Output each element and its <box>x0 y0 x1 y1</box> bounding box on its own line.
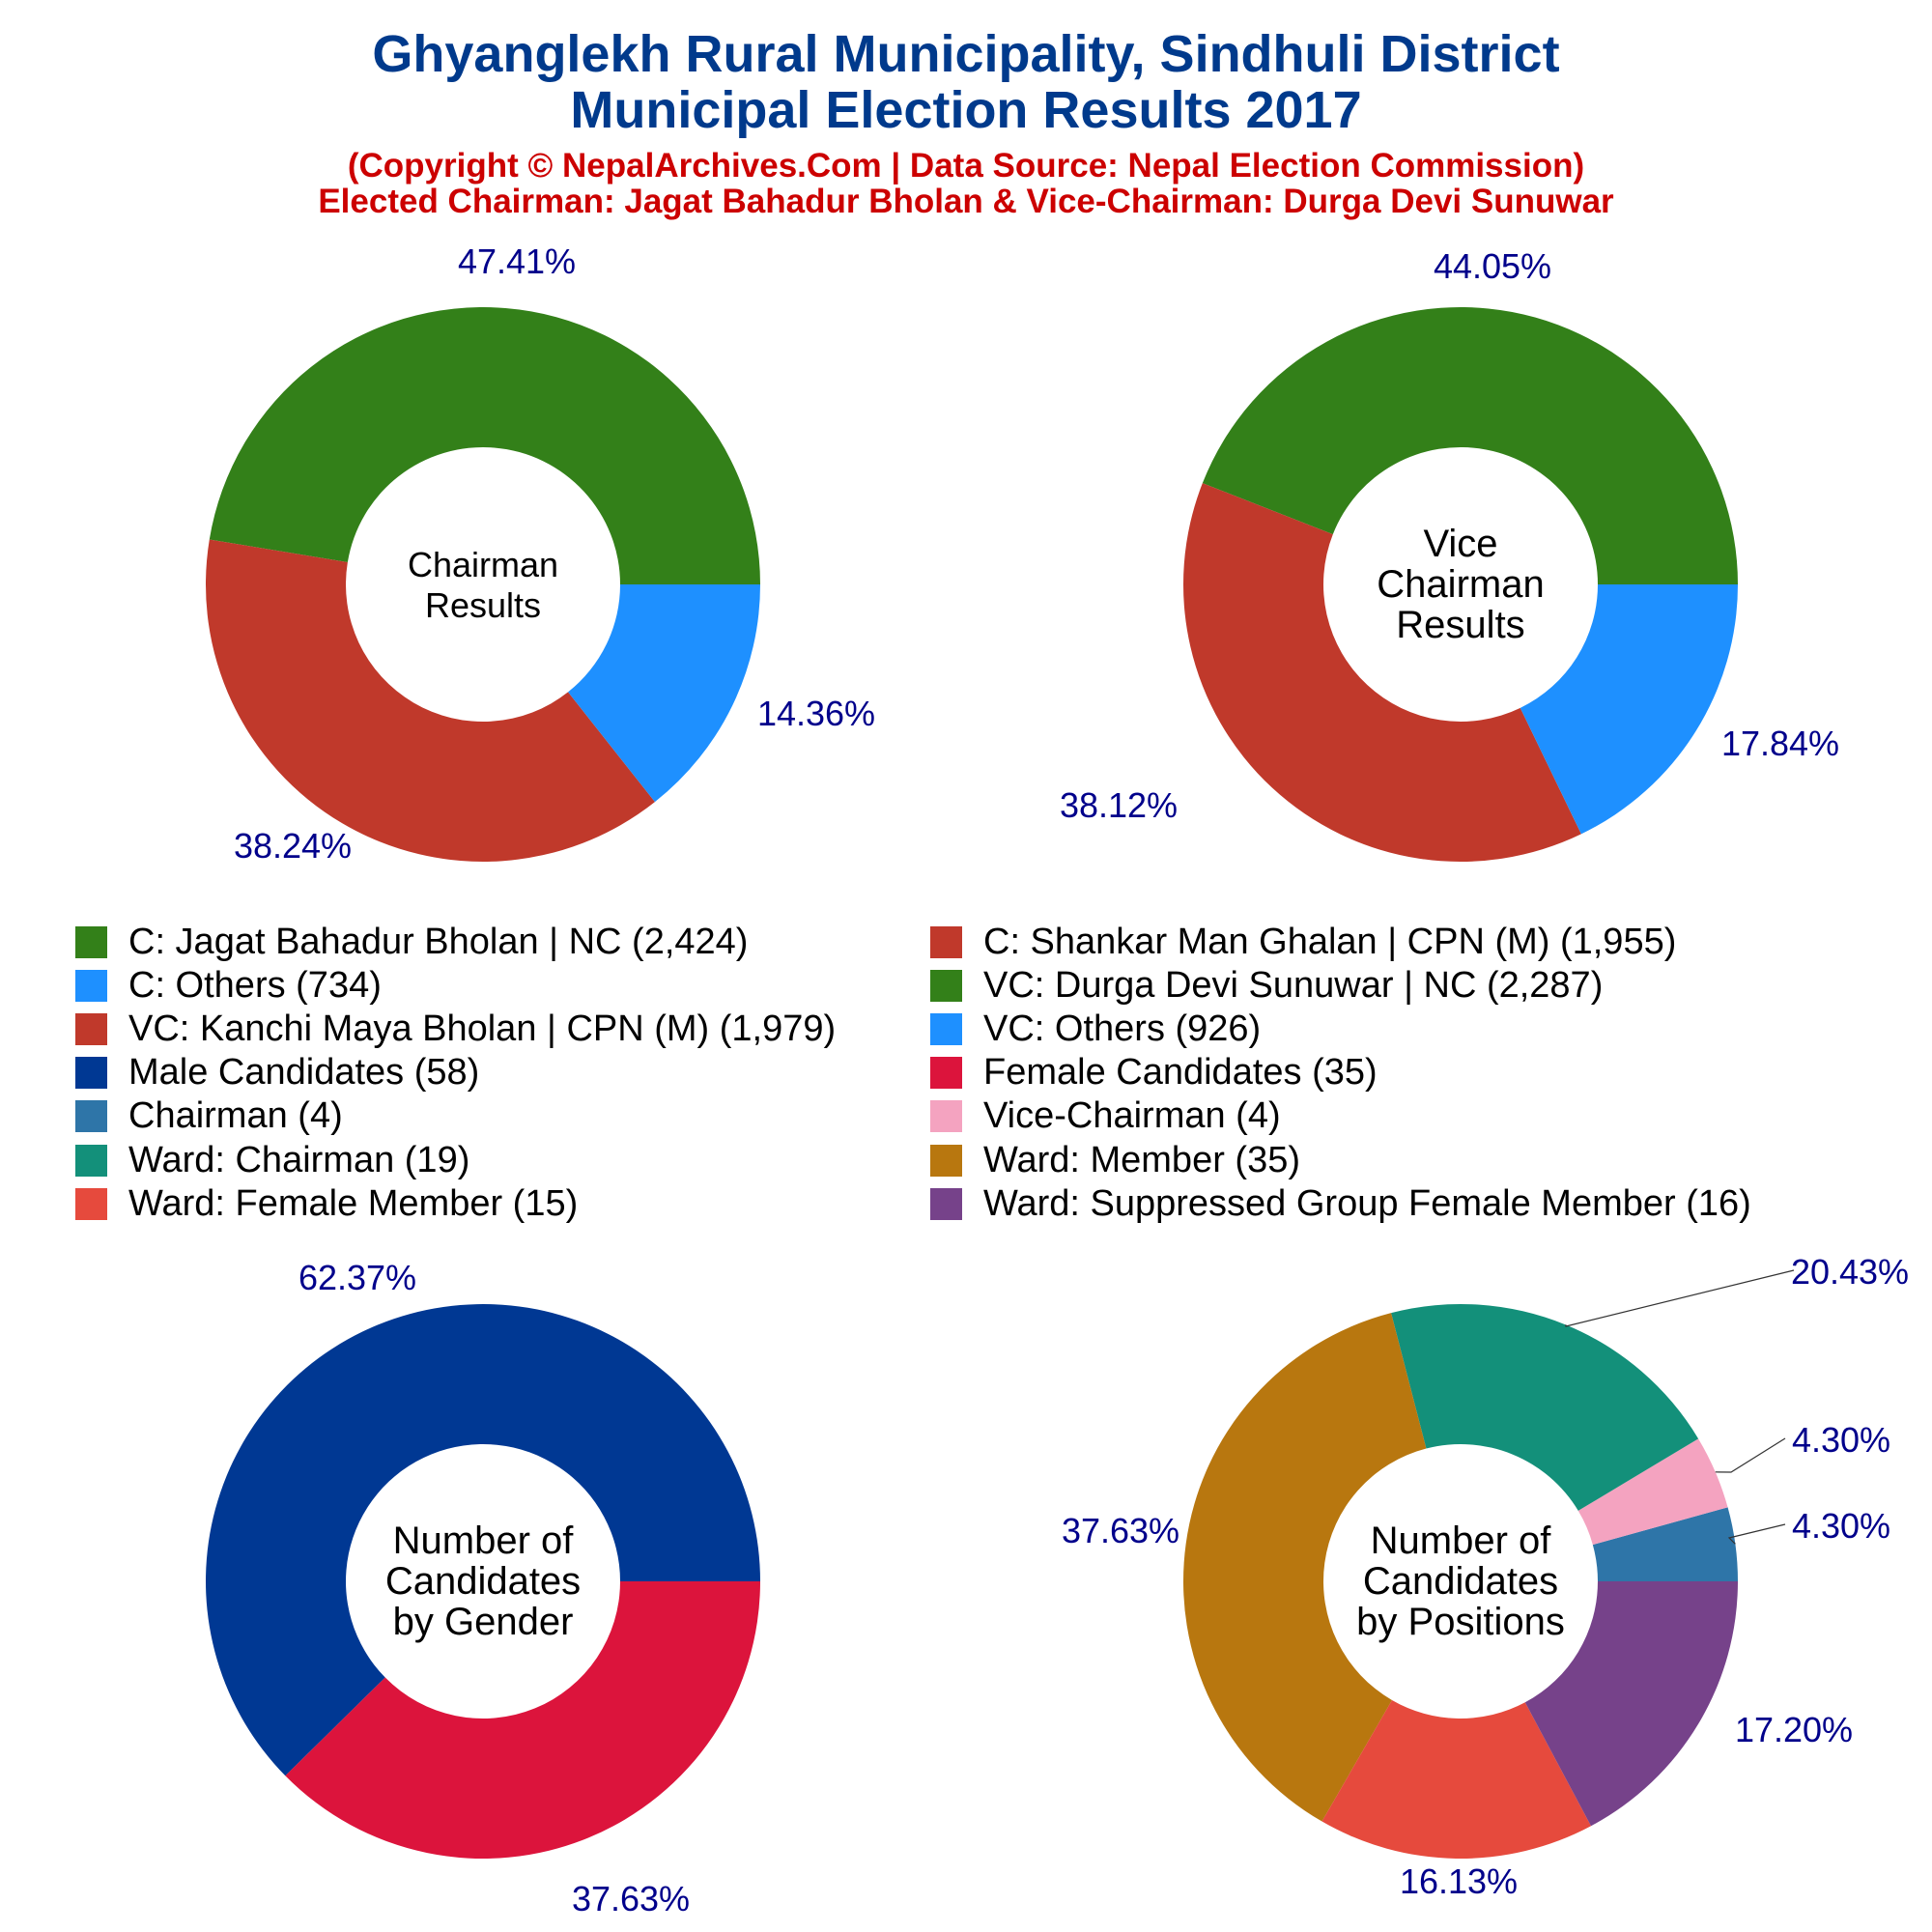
legend-item: Ward: Member (35) <box>930 1139 1300 1180</box>
donut-slice <box>1183 483 1581 862</box>
legend-label: Vice-Chairman (4) <box>983 1095 1281 1137</box>
donut-center-label: by Gender <box>393 1601 574 1643</box>
slice-percent-label: 62.37% <box>298 1258 416 1297</box>
donut-slice <box>209 306 761 584</box>
donut-slice <box>1520 584 1738 835</box>
donut-chart: 4.30% 4.30% 20.43% 37.63% 16.13% 17.20% Number… <box>1062 1252 1909 1901</box>
slice-percent-label: 17.84% <box>1721 724 1839 763</box>
elected-subtitle: Elected Chairman: Jagat Bahadur Bholan &… <box>318 183 1614 220</box>
donut-center-label: Candidates <box>1363 1560 1558 1603</box>
donut-slice <box>1202 306 1738 584</box>
donut-center-label: Chairman <box>408 545 558 584</box>
donut-slice <box>205 539 655 863</box>
legend-label: VC: Durga Devi Sunuwar | NC (2,287) <box>983 964 1604 1006</box>
legend-swatch <box>75 1100 107 1133</box>
callout-line <box>1715 1437 1786 1473</box>
legend-label: C: Shankar Man Ghalan | CPN (M) (1,955) <box>983 921 1677 962</box>
legend-swatch <box>75 1187 107 1220</box>
legend-label: C: Jagat Bahadur Bholan | NC (2,424) <box>128 921 749 962</box>
donut-center-label: Number of <box>1371 1520 1552 1562</box>
slice-percent-label: 38.24% <box>234 826 352 866</box>
donut-center-label: Vice <box>1423 523 1497 565</box>
legend-swatch <box>930 1144 962 1177</box>
legend-swatch <box>75 1057 107 1090</box>
legend-label: Ward: Suppressed Group Female Member (16… <box>983 1182 1751 1224</box>
legend-label: VC: Kanchi Maya Bholan | CPN (M) (1,979) <box>128 1008 837 1049</box>
donut-center-label: by Positions <box>1356 1601 1565 1643</box>
legend-label: Ward: Female Member (15) <box>128 1182 579 1224</box>
callout-line <box>1727 1523 1786 1545</box>
legend-label: VC: Others (926) <box>983 1008 1262 1049</box>
donut-center-label: Chairman <box>1377 563 1544 606</box>
legend-item: VC: Durga Devi Sunuwar | NC (2,287) <box>930 964 1604 1006</box>
legend-item: VC: Others (926) <box>930 1008 1262 1049</box>
donut-slice <box>206 1304 760 1776</box>
copyright-subtitle: (Copyright © NepalArchives.Com | Data So… <box>347 147 1585 185</box>
donut-slice <box>1577 1438 1728 1546</box>
legend-item: Ward: Female Member (15) <box>75 1182 579 1224</box>
legend-item: Ward: Chairman (19) <box>75 1139 470 1180</box>
legend-item: C: Others (734) <box>75 964 382 1006</box>
legend-swatch <box>75 925 107 958</box>
donut-slice <box>1592 1507 1738 1581</box>
donut-center-label: Results <box>425 585 541 625</box>
legend-swatch <box>930 969 962 1002</box>
chart-title-line2: Municipal Election Results 2017 <box>570 81 1362 139</box>
legend-label: Male Candidates (58) <box>128 1052 480 1094</box>
donut-slice <box>1524 1581 1738 1827</box>
legend-label: Ward: Chairman (19) <box>128 1139 470 1180</box>
legend: C: Jagat Bahadur Bholan | NC (2,424) C: S… <box>0 921 1932 1232</box>
slice-percent-label: 17.20% <box>1735 1710 1853 1749</box>
legend-label: Female Candidates (35) <box>983 1052 1378 1094</box>
legend-label: C: Others (734) <box>128 964 382 1006</box>
donut-slice <box>285 1581 760 1860</box>
legend-item: Female Candidates (35) <box>930 1052 1378 1094</box>
slice-percent-label: 44.05% <box>1434 246 1551 286</box>
legend-item: Ward: Suppressed Group Female Member (16… <box>930 1182 1751 1224</box>
slice-percent-label: 4.30% <box>1792 1420 1890 1460</box>
legend-item: Male Candidates (58) <box>75 1052 480 1094</box>
legend-label: Ward: Member (35) <box>983 1139 1300 1180</box>
legend-swatch <box>930 1100 962 1133</box>
slice-percent-label: 37.63% <box>572 1879 690 1918</box>
chart-title-line1: Ghyanglekh Rural Municipality, Sindhuli … <box>372 25 1560 83</box>
slice-percent-label: 37.63% <box>1062 1511 1179 1550</box>
slice-percent-label: 38.12% <box>1060 785 1178 825</box>
legend-swatch <box>930 1187 962 1220</box>
legend-item: C: Jagat Bahadur Bholan | NC (2,424) <box>75 921 749 962</box>
legend-item: VC: Kanchi Maya Bholan | CPN (M) (1,979) <box>75 1008 837 1049</box>
legend-item: Chairman (4) <box>75 1095 343 1137</box>
slice-percent-label: 47.41% <box>458 242 576 281</box>
slice-percent-label: 14.36% <box>757 694 875 733</box>
donut-center-label: Number of <box>393 1520 575 1562</box>
slice-percent-label: 4.30% <box>1792 1506 1890 1546</box>
legend-label: Chairman (4) <box>128 1095 343 1137</box>
legend-item: Vice-Chairman (4) <box>930 1095 1281 1137</box>
slice-percent-label: 16.13% <box>1400 1861 1518 1901</box>
donut-slice <box>1391 1303 1699 1511</box>
legend-item: C: Shankar Man Ghalan | CPN (M) (1,955) <box>930 921 1677 962</box>
legend-swatch <box>75 1012 107 1045</box>
legend-swatch <box>75 1144 107 1177</box>
legend-swatch <box>930 1057 962 1090</box>
donut-slice <box>568 584 760 803</box>
legend-swatch <box>930 1012 962 1045</box>
donut-center-label: Candidates <box>385 1560 581 1603</box>
donut-slice <box>1321 1699 1592 1860</box>
donut-slice <box>1182 1313 1427 1822</box>
legend-swatch <box>75 969 107 1002</box>
donut-center-label: Results <box>1396 604 1524 646</box>
slice-percent-label: 20.43% <box>1791 1252 1909 1292</box>
callout-line <box>1565 1269 1795 1327</box>
legend-swatch <box>930 925 962 958</box>
